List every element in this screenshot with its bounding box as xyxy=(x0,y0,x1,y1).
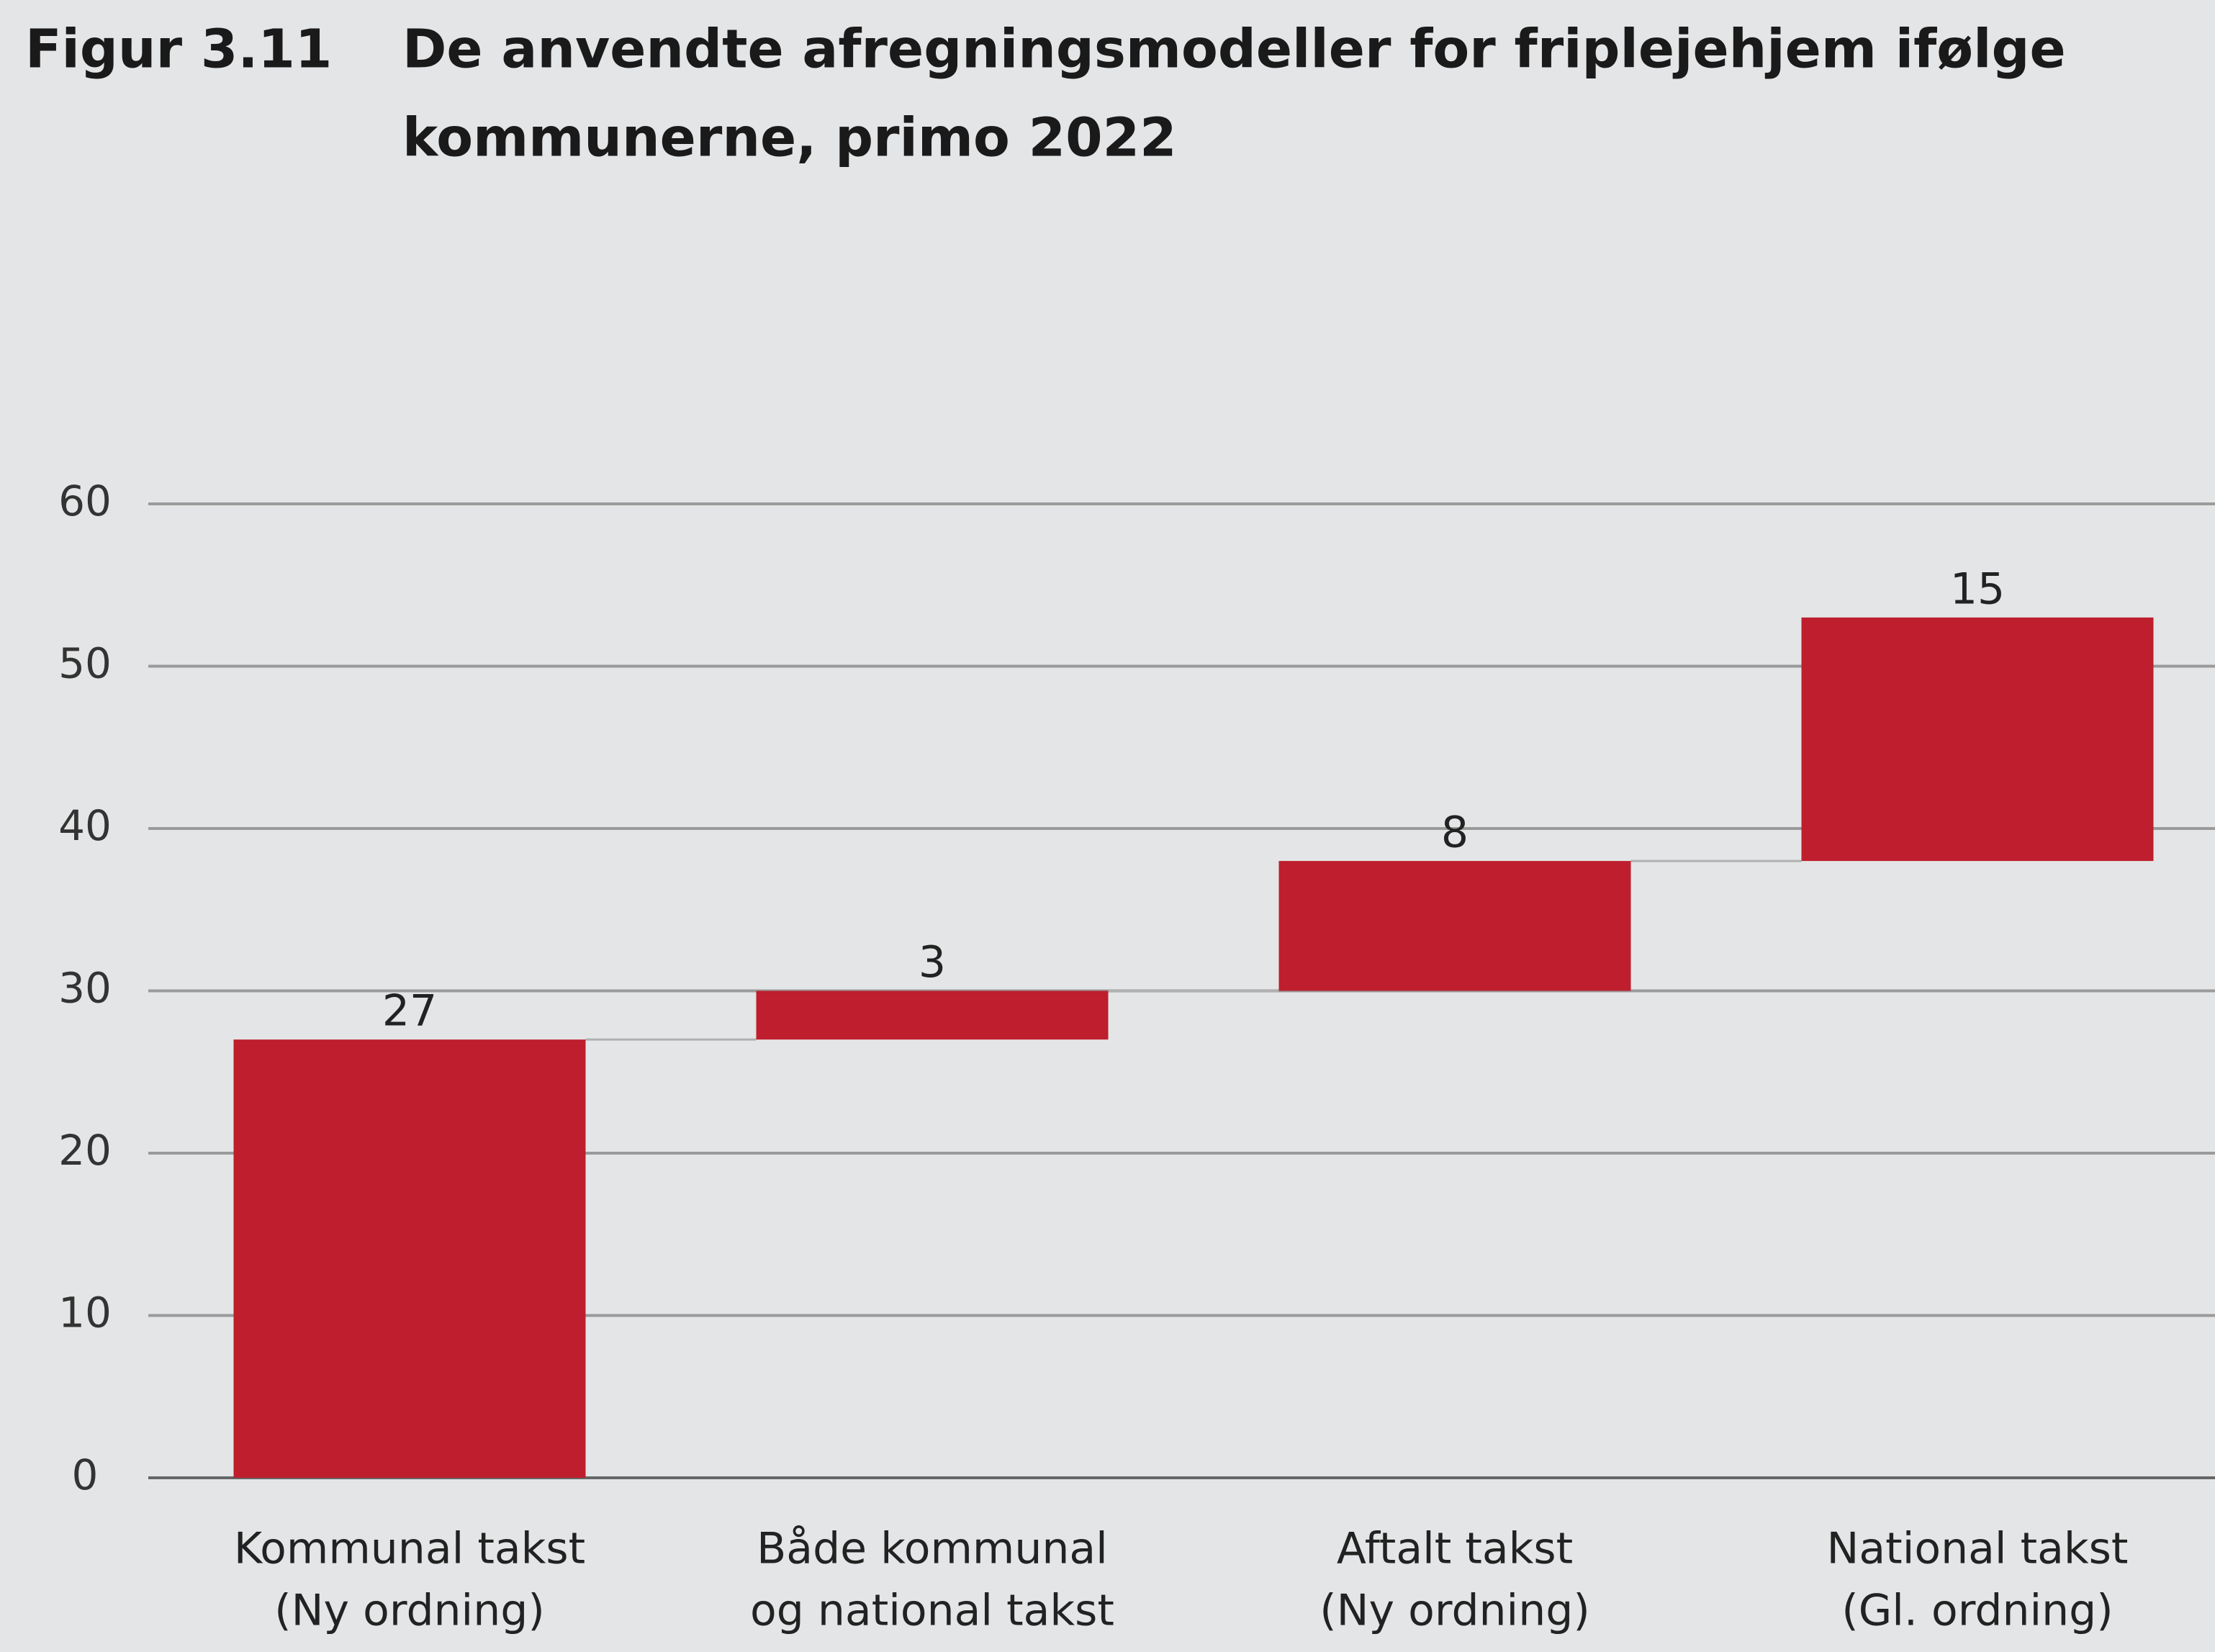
value-label: 8 xyxy=(1441,808,1469,858)
bar xyxy=(1801,617,2154,862)
chart-title: kommunerne, primo 2022 xyxy=(402,107,1177,169)
x-tick-label: (Ny ordning) xyxy=(274,1586,545,1636)
bar xyxy=(1278,861,1631,991)
x-tick-label: (Gl. ordning) xyxy=(1841,1586,2113,1636)
x-tick-label: National takst xyxy=(1827,1524,2129,1574)
value-label: 3 xyxy=(919,937,946,988)
x-tick-label: Både kommunal xyxy=(757,1524,1108,1574)
value-label: 15 xyxy=(1950,564,2005,614)
y-tick-label: 20 xyxy=(58,1126,112,1175)
y-tick-label: 30 xyxy=(58,964,112,1013)
x-tick-label: (Ny ordning) xyxy=(1319,1586,1590,1636)
x-tick-label: og national takst xyxy=(750,1586,1114,1636)
value-label: 27 xyxy=(382,986,437,1037)
bar xyxy=(233,1039,586,1478)
bar xyxy=(756,990,1109,1040)
y-tick-label: 10 xyxy=(58,1288,112,1337)
chart-title: De anvendte afregningsmodeller for fripl… xyxy=(402,19,2066,81)
y-tick-label: 60 xyxy=(58,477,112,525)
figure-label: Figur 3.11 xyxy=(25,19,332,81)
y-tick-label: 50 xyxy=(58,639,112,688)
x-tick-label: Kommunal takst xyxy=(234,1524,585,1574)
x-tick-label: Aftalt takst xyxy=(1337,1524,1573,1574)
y-tick-label: 0 xyxy=(72,1450,99,1499)
y-tick-label: 40 xyxy=(58,801,112,850)
